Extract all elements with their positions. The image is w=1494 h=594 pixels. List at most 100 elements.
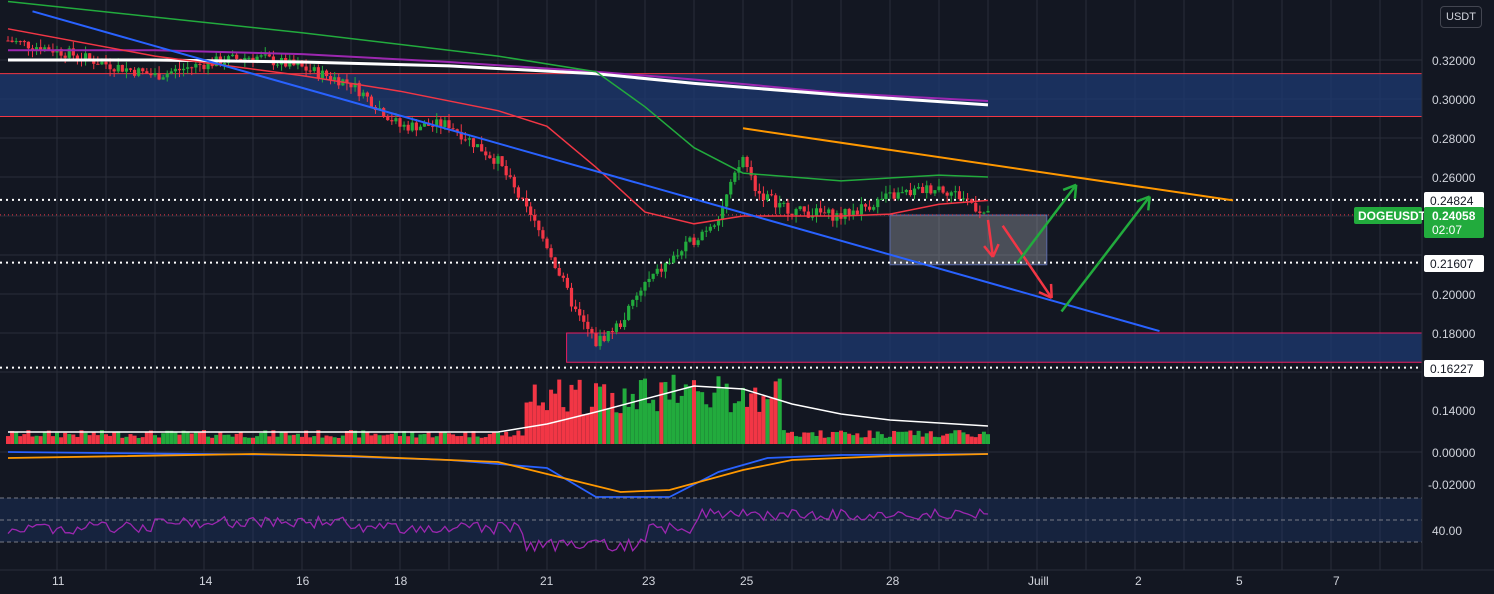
candle-body	[104, 61, 108, 65]
candle-body	[647, 278, 651, 282]
candle-body	[688, 237, 692, 242]
macd-pane	[0, 451, 1422, 498]
volume-bar	[132, 435, 137, 444]
candle-body	[382, 108, 386, 117]
volume-bar	[830, 431, 835, 444]
candle-body	[480, 144, 484, 152]
volume-bar	[798, 436, 803, 444]
candle-body	[308, 70, 312, 72]
candle-body	[712, 225, 717, 227]
candle-body	[618, 323, 623, 328]
candle-body	[639, 290, 643, 296]
volume-bar	[810, 432, 815, 444]
candle-body	[622, 319, 627, 328]
volume-bar	[173, 432, 178, 444]
candle-body	[361, 92, 365, 97]
candle-body	[169, 71, 173, 74]
candle-body	[627, 305, 631, 320]
candle-body	[43, 47, 47, 51]
volume-bar	[614, 412, 619, 444]
volume-bar	[683, 384, 688, 444]
candle-body	[100, 61, 104, 65]
volume-bar	[332, 437, 337, 444]
volume-bar	[908, 430, 913, 444]
candle-body	[757, 190, 761, 194]
candlesticks	[6, 36, 990, 350]
volume-bar	[181, 430, 186, 444]
candle-body	[814, 208, 819, 217]
volume-bar	[528, 401, 533, 444]
candle-body	[18, 41, 22, 43]
volume-bar	[720, 388, 725, 444]
candle-body	[512, 176, 516, 188]
candle-body	[488, 155, 492, 159]
candle-body	[504, 165, 508, 176]
candle-body	[296, 63, 300, 66]
key-level-lines	[0, 198, 1422, 369]
candle-body	[471, 138, 476, 148]
countdown-label: 02:07	[1432, 223, 1462, 237]
candle-body	[908, 190, 913, 196]
volume-bar	[794, 436, 799, 444]
volume-bar	[949, 433, 954, 444]
volume-bar	[883, 437, 888, 444]
time-tick: 11	[52, 574, 65, 588]
candle-body	[610, 331, 614, 333]
ma-purple	[8, 49, 989, 102]
candle-body	[569, 287, 574, 307]
volume-bar	[696, 391, 701, 444]
trendlines[interactable]	[32, 10, 1234, 333]
volume-bar	[879, 434, 884, 444]
volume-bar	[389, 433, 394, 444]
volume-bar	[136, 437, 141, 444]
volume-bar	[406, 436, 411, 444]
candle-body	[116, 64, 120, 72]
candle-body	[912, 188, 917, 196]
volume-bar	[50, 436, 55, 444]
ma-white	[8, 58, 989, 107]
volume-bar	[626, 406, 631, 444]
time-tick: 14	[199, 574, 213, 588]
volume-bar	[238, 432, 243, 444]
volume-bar	[234, 433, 239, 444]
price-tick: 0.32000	[1432, 54, 1476, 68]
candle-body	[635, 295, 639, 300]
arrow-head	[1136, 195, 1151, 203]
time-tick: 2	[1135, 574, 1142, 588]
arrow-head	[1147, 196, 1151, 211]
volume-bar	[144, 431, 149, 444]
volume-bar	[279, 432, 284, 444]
candle-body	[247, 57, 251, 59]
candle-body	[680, 251, 684, 256]
volume-bar	[87, 435, 92, 444]
volume-bar	[875, 431, 880, 444]
volume-bar	[116, 431, 121, 444]
candle-body	[896, 192, 900, 199]
volume-bar	[859, 437, 864, 444]
candle-body	[386, 116, 390, 121]
volume-bar	[598, 386, 603, 444]
volume-bar	[38, 436, 43, 444]
candle-body	[578, 309, 582, 316]
arrow-head	[1073, 184, 1078, 199]
volume-bar	[67, 434, 72, 444]
volume-bar	[655, 411, 660, 444]
candle-body	[6, 40, 10, 42]
volume-bar	[328, 436, 333, 444]
volume-bar	[651, 399, 656, 444]
volume-bar	[344, 431, 349, 444]
projection-arrows	[983, 183, 1151, 313]
volume-bar	[863, 437, 868, 444]
currency-badge[interactable]: USDT	[1440, 6, 1482, 28]
volume-bar	[414, 437, 419, 444]
candle-body	[725, 194, 729, 207]
volume-bar	[818, 430, 823, 444]
volume-bar	[189, 433, 194, 444]
volume-bar	[336, 437, 341, 444]
candle-body	[549, 248, 553, 258]
volume-bar	[941, 435, 946, 444]
candle-body	[357, 82, 361, 97]
volume-bar	[765, 399, 770, 444]
candle-body	[390, 120, 394, 122]
